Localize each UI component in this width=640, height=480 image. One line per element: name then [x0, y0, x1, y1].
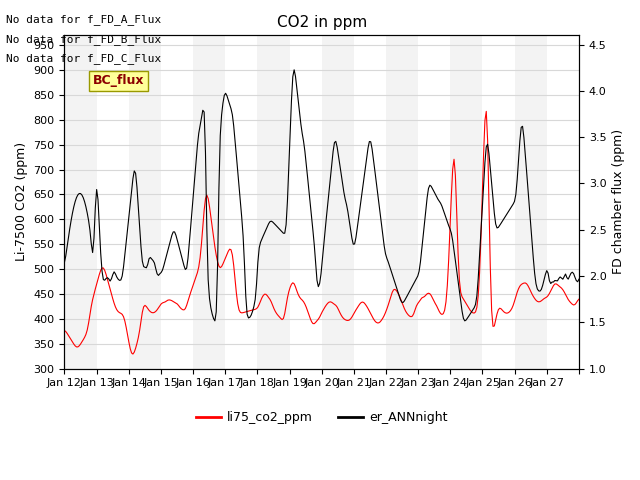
Text: No data for f_FD_C_Flux: No data for f_FD_C_Flux — [6, 53, 162, 64]
Y-axis label: Li-7500 CO2 (ppm): Li-7500 CO2 (ppm) — [15, 143, 28, 262]
Bar — [129, 36, 161, 369]
Text: No data for f_FD_A_Flux: No data for f_FD_A_Flux — [6, 14, 162, 25]
Bar — [322, 36, 354, 369]
Bar — [515, 36, 547, 369]
Text: BC_flux: BC_flux — [93, 74, 144, 87]
Text: No data for f_FD_B_Flux: No data for f_FD_B_Flux — [6, 34, 162, 45]
Bar — [65, 36, 97, 369]
Bar — [257, 36, 289, 369]
Bar — [451, 36, 483, 369]
Bar — [193, 36, 225, 369]
Y-axis label: FD chamber flux (ppm): FD chamber flux (ppm) — [612, 130, 625, 275]
Title: CO2 in ppm: CO2 in ppm — [276, 15, 367, 30]
Bar — [386, 36, 418, 369]
Legend: li75_co2_ppm, er_ANNnight: li75_co2_ppm, er_ANNnight — [191, 406, 452, 429]
